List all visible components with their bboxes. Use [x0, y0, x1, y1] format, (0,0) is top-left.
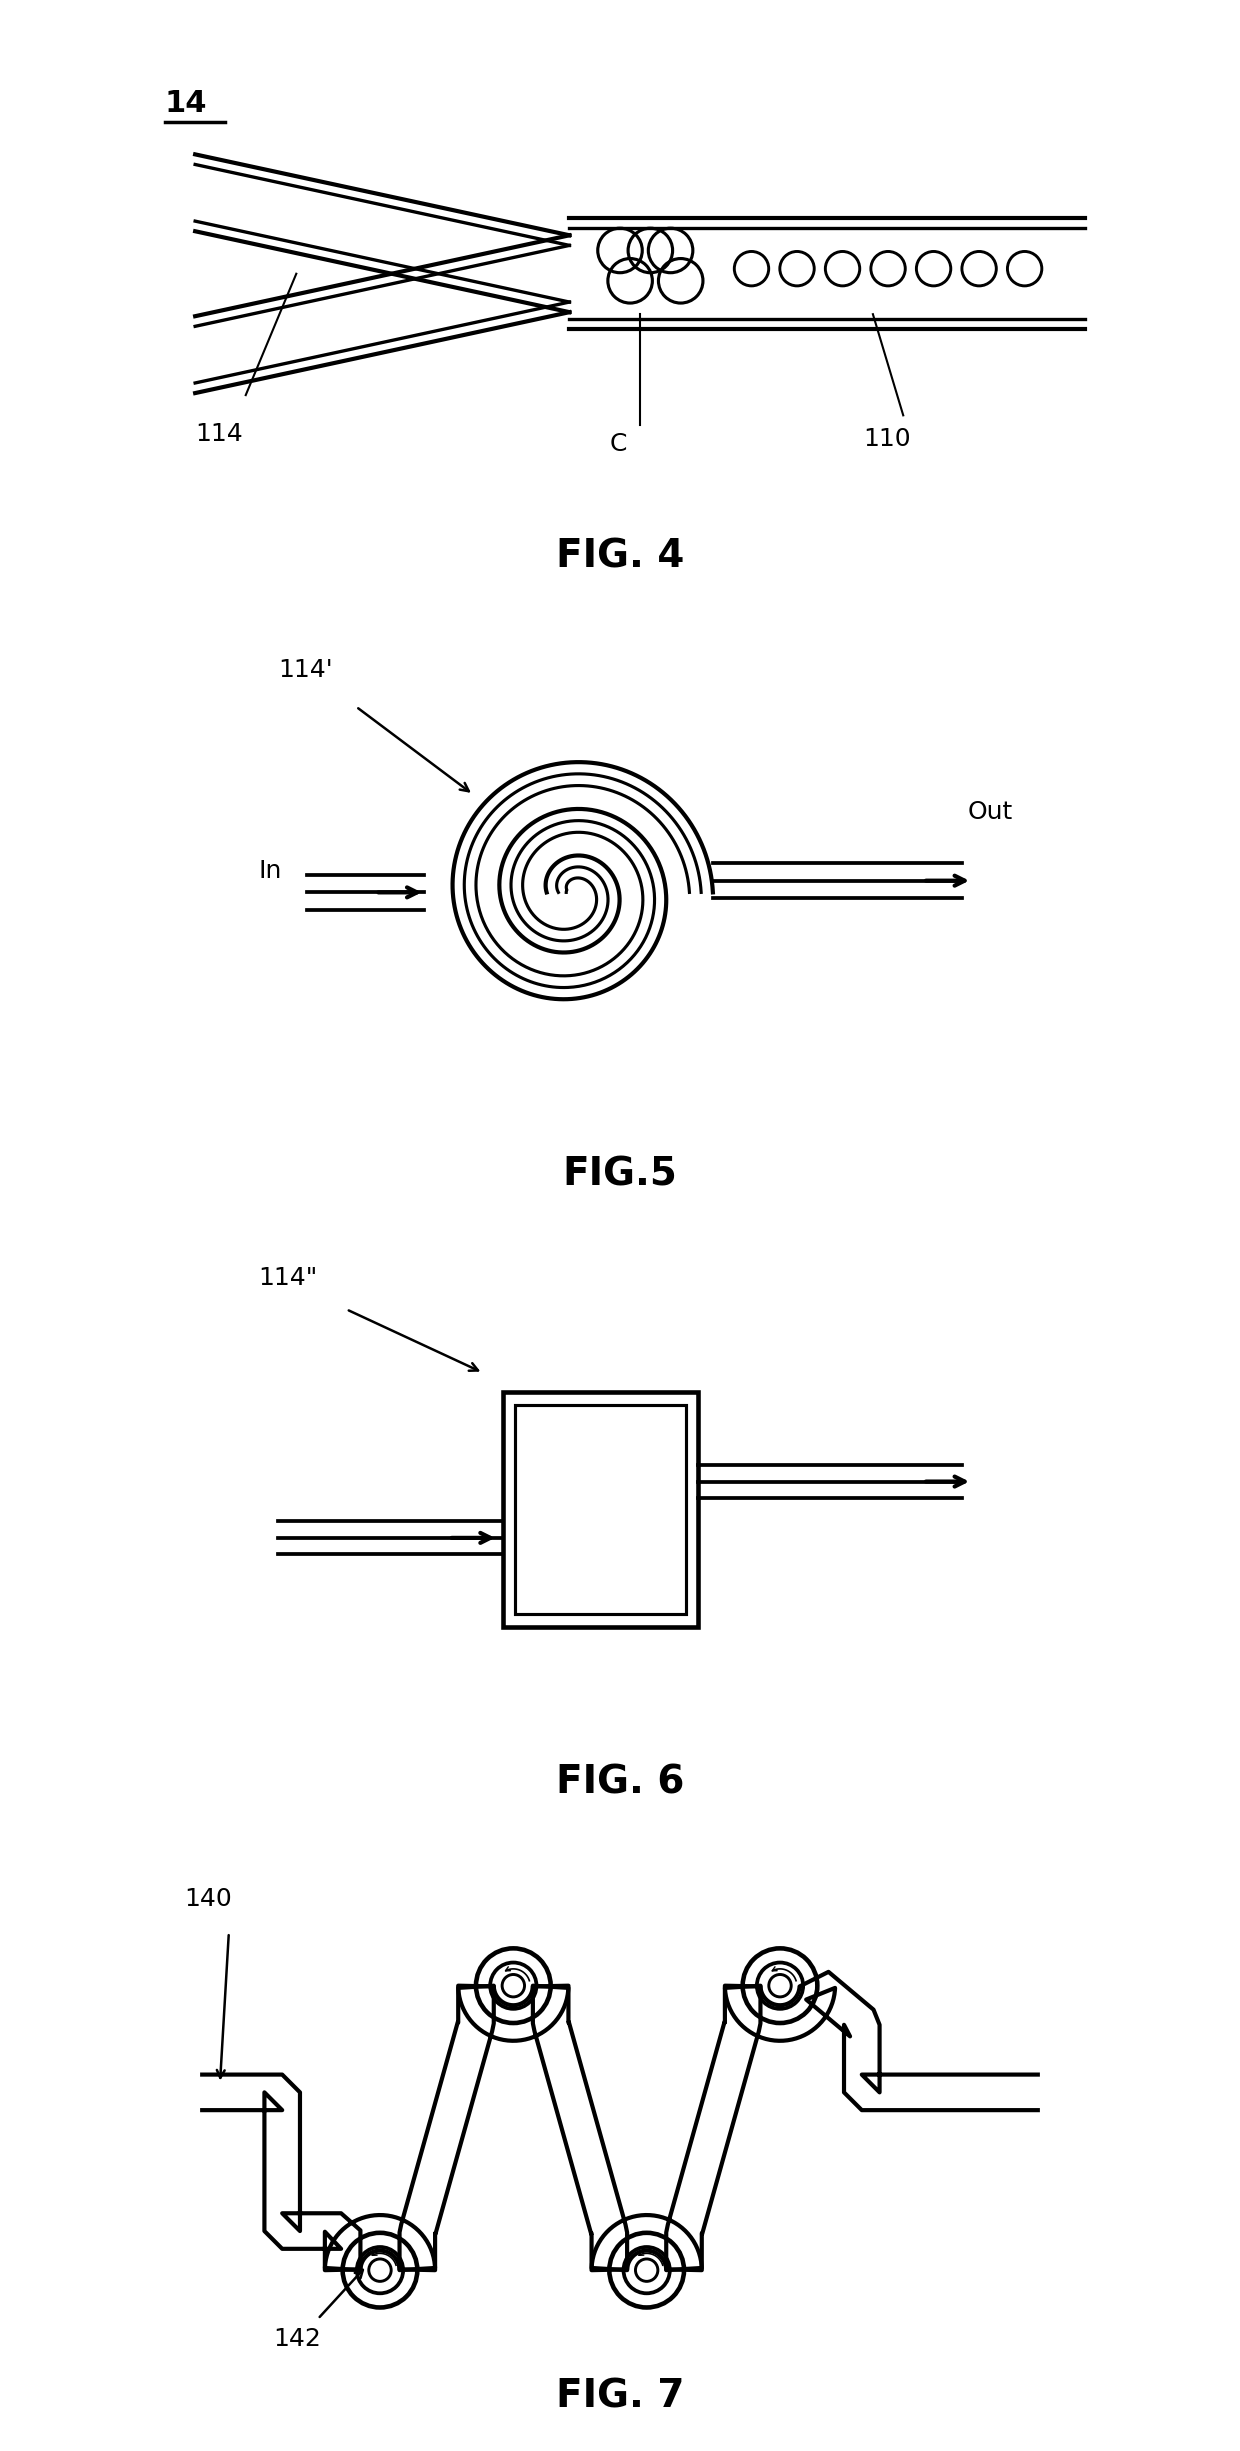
Text: In: In [258, 858, 281, 882]
Text: 142: 142 [273, 2326, 321, 2351]
Text: Out: Out [967, 799, 1012, 824]
Text: C: C [610, 431, 627, 456]
Text: FIG. 6: FIG. 6 [556, 1762, 684, 1801]
Text: 110: 110 [863, 426, 910, 451]
Text: 14: 14 [165, 88, 207, 118]
Text: 114: 114 [195, 422, 243, 446]
Text: FIG.5: FIG.5 [563, 1157, 677, 1194]
Bar [516, 1404, 686, 1615]
Text: 114": 114" [258, 1265, 317, 1289]
Text: FIG. 7: FIG. 7 [556, 2377, 684, 2417]
Text: 114': 114' [278, 659, 332, 681]
Text: FIG. 4: FIG. 4 [556, 537, 684, 576]
Text: 140: 140 [185, 1887, 232, 1912]
Bar [502, 1392, 698, 1627]
